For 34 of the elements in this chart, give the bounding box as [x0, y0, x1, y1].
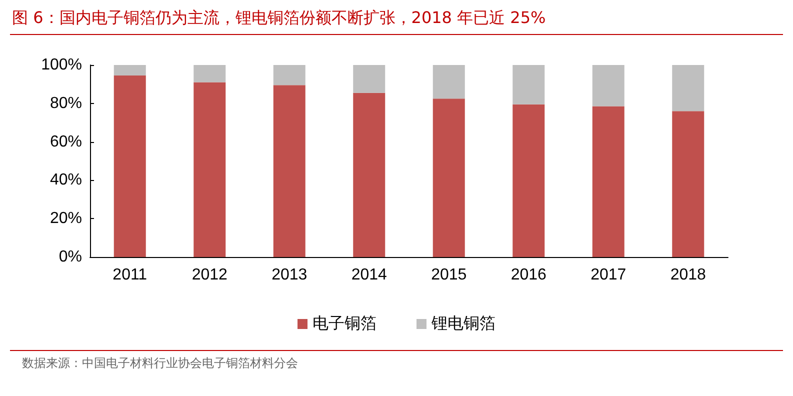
bar: [672, 65, 704, 112]
bar: [273, 85, 306, 257]
bar: [194, 65, 226, 82]
x-tick-label: 2018: [670, 266, 706, 284]
bar: [592, 65, 624, 106]
y-tick-label: 20%: [50, 210, 82, 228]
bar: [273, 65, 306, 86]
bar: [353, 65, 386, 93]
bar: [114, 76, 146, 257]
x-tick-label: 2012: [192, 266, 228, 284]
bar: [592, 106, 624, 257]
x-tick-label: 2016: [510, 266, 547, 284]
x-tick-label: 2011: [112, 266, 148, 284]
bar: [672, 111, 704, 257]
chart-title: 图 6：国内电子铜箔仍为主流，锂电铜箔份额不断扩张，2018 年已近 25%: [12, 8, 546, 29]
y-tick-label: 60%: [50, 133, 82, 150]
bar: [512, 104, 545, 257]
source-note: 数据来源：中国电子材料行业协会电子铜箔材料分会: [22, 355, 298, 372]
y-tick-label: 40%: [50, 172, 82, 189]
bar: [432, 98, 465, 257]
bar: [114, 65, 146, 76]
y-tick-label: 0%: [58, 248, 82, 266]
y-tick-label: 80%: [50, 94, 82, 112]
bar: [512, 65, 545, 104]
x-tick-label: 2013: [272, 266, 308, 284]
bar: [353, 92, 386, 257]
x-tick-label: 2014: [351, 266, 388, 284]
y-tick-label: 100%: [41, 56, 82, 74]
bar: [432, 65, 465, 99]
x-tick-label: 2015: [431, 266, 467, 284]
bar: [194, 82, 226, 257]
legend-label: 电子铜箔: [312, 314, 376, 332]
x-tick-label: 2017: [590, 266, 626, 284]
legend-label: 锂电铜箔: [430, 314, 496, 332]
